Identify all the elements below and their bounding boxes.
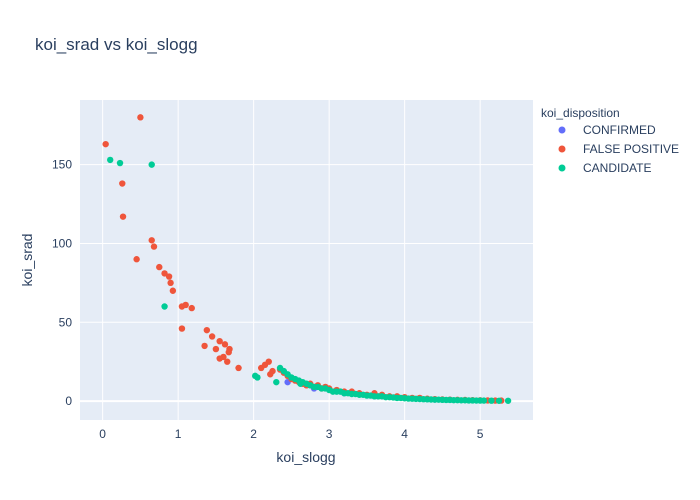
legend-label: FALSE POSITIVE: [583, 142, 679, 156]
data-point-false-positive[interactable]: [119, 213, 127, 220]
legend-item-confirmed[interactable]: CONFIRMED: [558, 123, 656, 137]
data-point-false-positive[interactable]: [119, 180, 126, 187]
legend-marker: [558, 126, 566, 134]
legend: koi_disposition CONFIRMED FALSE POSITIVE C…: [541, 106, 679, 175]
data-point-candidate[interactable]: [495, 397, 503, 404]
x-tick-label: 4: [401, 427, 408, 441]
data-point-candidate[interactable]: [107, 156, 114, 164]
data-point-candidate[interactable]: [504, 397, 512, 404]
legend-item-candidate[interactable]: CANDIDATE: [558, 161, 652, 175]
x-axis-title: koi_slogg: [276, 449, 335, 465]
y-tick-label: 150: [52, 158, 72, 172]
y-axis-title: koi_srad: [19, 234, 35, 287]
data-point-candidate[interactable]: [161, 303, 168, 310]
legend-label: CONFIRMED: [583, 123, 656, 137]
legend-item-false-positive[interactable]: FALSE POSITIVE: [558, 142, 680, 156]
data-point-candidate[interactable]: [254, 374, 261, 381]
data-point-false-positive[interactable]: [216, 337, 223, 345]
data-point-false-positive[interactable]: [137, 114, 144, 121]
legend-label: CANDIDATE: [583, 161, 651, 175]
x-tick-label: 5: [477, 427, 484, 441]
x-tick-label: 1: [175, 427, 182, 441]
data-point-false-positive[interactable]: [225, 349, 232, 356]
x-gridlines: [102, 100, 481, 420]
x-tick-label: 3: [326, 427, 333, 441]
y-tick-label: 100: [52, 236, 72, 250]
x-tick-label: 2: [250, 427, 257, 441]
data-point-false-positive[interactable]: [203, 326, 211, 334]
data-point-false-positive[interactable]: [269, 367, 276, 375]
data-point-candidate[interactable]: [488, 397, 495, 404]
data-point-false-positive[interactable]: [156, 263, 163, 271]
chart-title: koi_srad vs koi_slogg: [35, 35, 198, 54]
data-point-candidate[interactable]: [480, 397, 488, 404]
data-point-false-positive[interactable]: [169, 287, 177, 294]
data-point-false-positive[interactable]: [201, 342, 208, 350]
data-point-false-positive[interactable]: [221, 341, 229, 348]
data-point-false-positive[interactable]: [188, 304, 195, 312]
data-point-candidate[interactable]: [273, 378, 280, 386]
plot-area[interactable]: [80, 100, 533, 420]
data-points: [102, 114, 512, 404]
data-point-false-positive[interactable]: [167, 279, 174, 287]
data-point-false-positive[interactable]: [148, 237, 155, 244]
data-point-false-positive[interactable]: [150, 243, 158, 250]
legend-marker: [558, 145, 566, 153]
legend-title: koi_disposition: [541, 106, 620, 120]
data-point-false-positive[interactable]: [265, 358, 272, 365]
data-point-candidate[interactable]: [148, 161, 155, 168]
legend-marker: [558, 164, 566, 172]
y-tick-label: 0: [65, 394, 72, 408]
y-tick-labels: 0 50 100 150: [52, 158, 72, 408]
x-tick-labels: 0 1 2 3 4 5: [99, 427, 484, 441]
data-point-candidate[interactable]: [116, 159, 124, 167]
x-tick-label: 0: [99, 427, 106, 441]
data-point-false-positive[interactable]: [235, 364, 242, 372]
data-point-false-positive[interactable]: [161, 270, 168, 277]
data-point-false-positive[interactable]: [102, 140, 109, 148]
data-point-false-positive[interactable]: [208, 333, 216, 340]
data-point-false-positive[interactable]: [212, 345, 220, 353]
data-point-false-positive[interactable]: [182, 301, 189, 309]
data-point-false-positive[interactable]: [224, 358, 231, 365]
data-point-false-positive[interactable]: [165, 273, 173, 280]
data-point-false-positive[interactable]: [178, 325, 186, 332]
data-point-false-positive[interactable]: [133, 256, 140, 263]
y-tick-label: 50: [59, 315, 73, 329]
data-point-false-positive[interactable]: [216, 355, 223, 362]
